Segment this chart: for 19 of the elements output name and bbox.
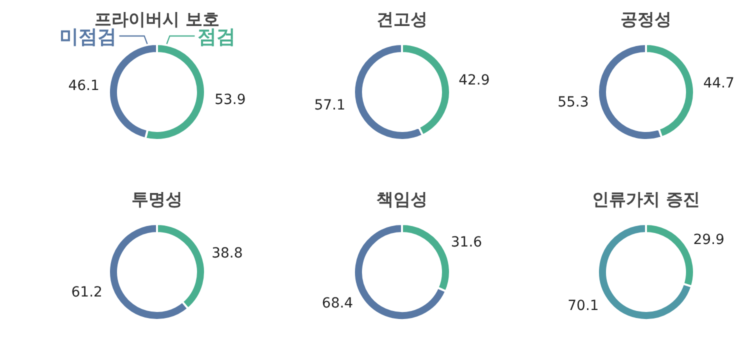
slice-label: 미점검 [59, 26, 116, 48]
data-label: 31.6 [450, 234, 482, 250]
data-label: 53.9 [214, 92, 246, 108]
data-label: 55.3 [558, 94, 589, 110]
slice-label: 점검 [198, 26, 236, 48]
chart-title: 견고성 [376, 10, 428, 30]
data-label: 46.1 [68, 78, 100, 94]
chart-title: 책임성 [376, 190, 428, 210]
data-label: 61.2 [71, 284, 102, 300]
data-label: 44.7 [703, 76, 734, 92]
data-label: 38.8 [212, 246, 243, 262]
data-label: 70.1 [568, 298, 599, 314]
chart-title: 공정성 [620, 10, 672, 30]
data-label: 29.9 [693, 232, 724, 248]
chart-title: 인류가치 증진 [592, 190, 700, 210]
data-label: 57.1 [314, 97, 346, 114]
data-label: 68.4 [322, 296, 354, 312]
chart-title: 투명성 [132, 190, 182, 210]
data-label: 42.9 [458, 72, 490, 89]
